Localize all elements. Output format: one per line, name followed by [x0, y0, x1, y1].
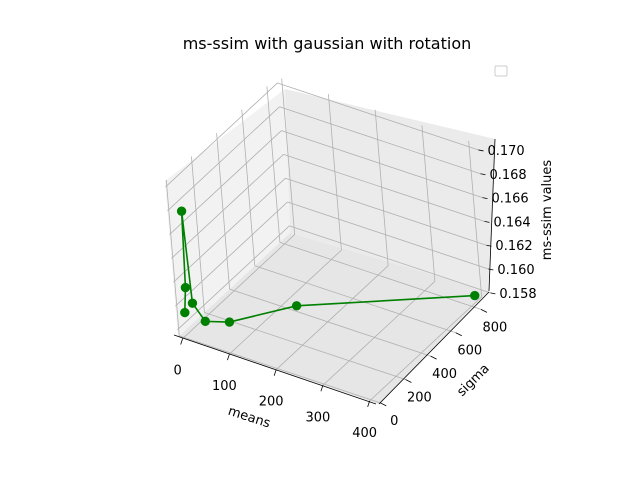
data-point [224, 317, 235, 327]
y-tick-label: 0 [390, 414, 398, 429]
x-grid-floor [369, 296, 482, 402]
z-tick-label: 0.170 [487, 144, 524, 159]
legend-box [494, 65, 508, 77]
data-point [180, 282, 191, 293]
z-axis-label: ms-ssim values [540, 160, 555, 261]
x-tick-mark [273, 369, 277, 376]
x-grid-floor [229, 249, 342, 355]
z-grid-left [177, 225, 290, 331]
y-tick-mark [480, 308, 488, 313]
y-grid-left [165, 179, 180, 336]
x-tick-label: 0 [174, 364, 182, 379]
y-grid-floor [204, 312, 406, 380]
z-tick-label: 0.168 [489, 168, 526, 183]
z-grid-left [175, 201, 288, 307]
y-grid-floor [179, 335, 381, 404]
z-tick-label: 0.160 [497, 263, 534, 278]
y-tick-label: 200 [407, 390, 432, 405]
axis-ticks: 010020030040002004006008000.1580.1600.16… [174, 144, 537, 441]
z-grid-back [283, 154, 485, 222]
chart-title: ms-ssim with gaussian with rotation [183, 34, 472, 53]
z-grid-back [277, 82, 479, 151]
y-grid-floor [229, 288, 431, 357]
data-point [200, 316, 211, 327]
y-tick-mark [430, 355, 437, 360]
axis-edges [173, 138, 496, 405]
data-point [180, 307, 190, 318]
z-tick-label: 0.164 [493, 215, 530, 230]
z-tick-mark [488, 268, 494, 271]
z-tick-label: 0.162 [495, 239, 532, 254]
z-tick-mark [484, 221, 490, 223]
x-grid-back [281, 78, 296, 235]
z-tick-mark [480, 173, 486, 176]
x-axis-line [173, 334, 377, 405]
data-point [291, 301, 302, 311]
y-grid-left [241, 109, 256, 266]
y-grid-left [216, 133, 230, 290]
y-tick-label: 600 [457, 344, 482, 359]
y-grid-floor [279, 241, 482, 310]
y-tick-label: 800 [483, 320, 508, 335]
z-axis-line [488, 138, 496, 292]
series-line [180, 211, 475, 323]
x-grid-back [421, 125, 436, 282]
data-point [470, 290, 480, 301]
grid-lines [165, 78, 491, 404]
z-tick-label: 0.166 [491, 192, 528, 207]
z-tick-mark [490, 292, 496, 295]
z-grid-left [167, 106, 280, 212]
x-tick-label: 200 [259, 395, 284, 410]
y-grid-left [266, 86, 281, 243]
z-grid-left [171, 154, 284, 259]
z-tick-mark [486, 244, 492, 247]
z-grid-back [281, 130, 483, 198]
x-tick-mark [180, 338, 184, 345]
x-grid-back [468, 140, 483, 297]
x-tick-label: 400 [352, 426, 377, 441]
x-tick-label: 300 [305, 410, 330, 425]
z-grid-back [279, 106, 481, 175]
y-grid-floor [254, 265, 456, 334]
z-tick-mark [482, 197, 488, 199]
y-tick-mark [405, 379, 412, 383]
z-tick-mark [478, 149, 484, 152]
x-tick-label: 100 [212, 379, 237, 394]
y-grid-left [191, 156, 205, 313]
y-axis-line [378, 291, 490, 405]
x-grid-back [374, 109, 389, 266]
x-grid-floor [275, 265, 389, 371]
data-point [176, 206, 187, 216]
y-tick-label: 400 [432, 367, 457, 382]
z-grid-back [289, 225, 491, 294]
x-tick-mark [367, 400, 371, 408]
z-grid-left [173, 177, 286, 283]
x-tick-mark [227, 354, 230, 361]
pane-left [165, 89, 290, 337]
y-tick-mark [380, 402, 387, 407]
z-grid-left [165, 82, 278, 188]
y-tick-mark [455, 332, 462, 337]
z-tick-label: 0.158 [499, 287, 536, 302]
z-grid-back [285, 177, 487, 246]
data-point [187, 298, 198, 308]
data-series [176, 206, 480, 327]
x-tick-mark [320, 385, 324, 392]
x-grid-back [328, 94, 342, 251]
legend-empty-frame [494, 65, 508, 77]
z-grid-back [287, 201, 489, 270]
z-grid-left [169, 130, 282, 235]
